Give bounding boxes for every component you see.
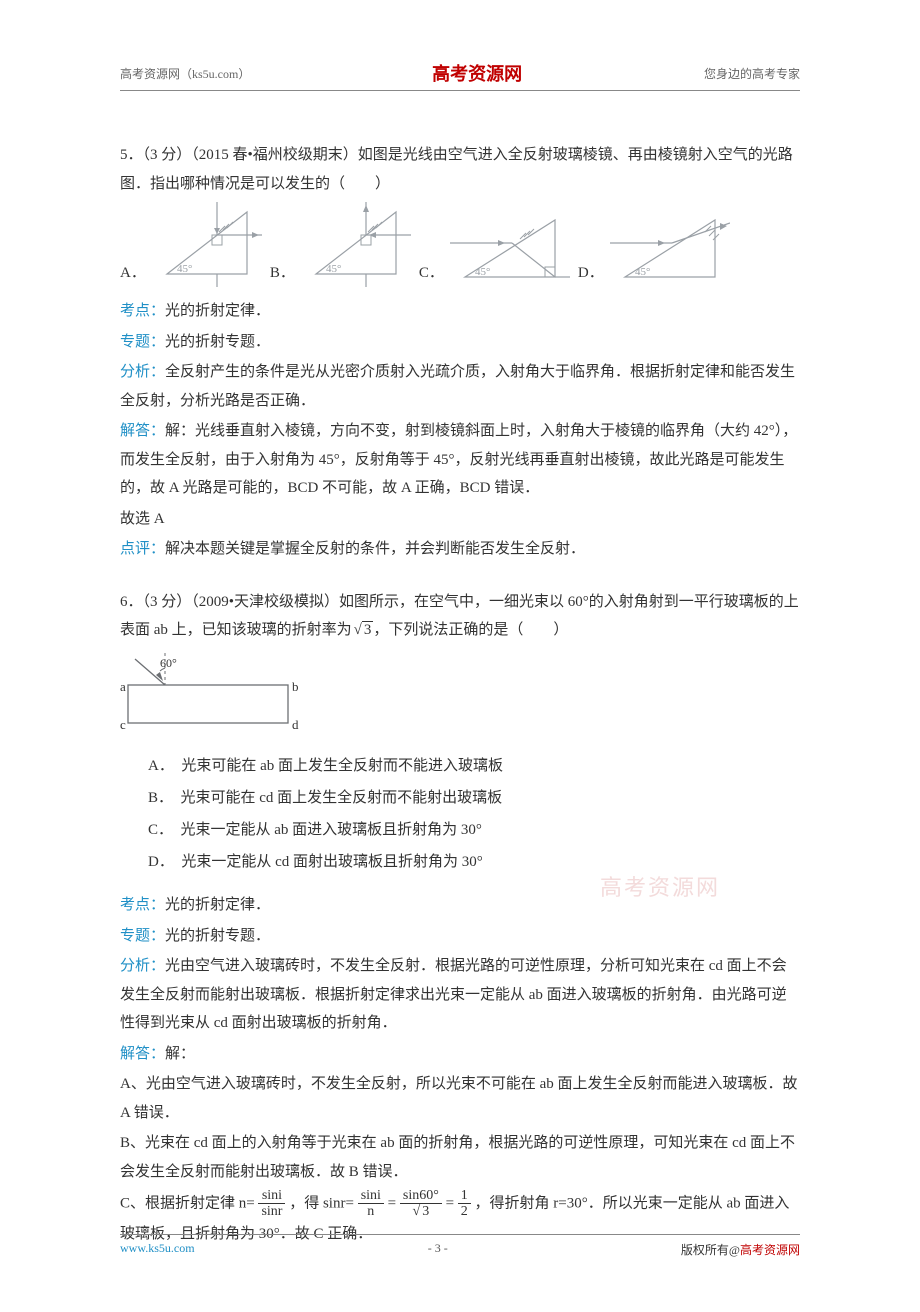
q6-C-m1: ，得 sinr= xyxy=(289,1195,354,1211)
svg-text:a: a xyxy=(120,679,126,694)
prism-diagram-D-icon: 45° xyxy=(610,215,730,287)
q5-fenxi: 分析：全反射产生的条件是光从光密介质射入光疏介质，入射角大于临界角．根据折射定律… xyxy=(120,358,800,415)
prism-diagram-A-icon: 45° xyxy=(152,202,262,287)
dianping-text: 解决本题关键是掌握全反射的条件，并会判断能否发生全反射． xyxy=(165,541,585,557)
frac-sini-n: sinin xyxy=(358,1188,384,1220)
glass-plate-diagram: 60° a b c d xyxy=(120,653,800,744)
header-right: 您身边的高考专家 xyxy=(704,65,800,82)
q6-zhuanti-label: 专题： xyxy=(120,928,165,944)
q5-label-D: D． xyxy=(578,259,604,288)
q6-heading: 6．（3 分）（2009•天津校级模拟）如图所示，在空气中，一细光束以 60°的… xyxy=(120,588,800,645)
kaodian-text: 光的折射定律． xyxy=(165,303,270,319)
q6-jieda-B: B、光束在 cd 面上的入射角等于光束在 ab 面的折射角，根据光路的可逆性原理… xyxy=(120,1129,800,1186)
prism-diagram-C-icon: 45° xyxy=(450,215,570,287)
q6-kaodian-label: 考点： xyxy=(120,897,165,913)
zhuanti-label: 专题： xyxy=(120,334,165,350)
svg-text:45°: 45° xyxy=(635,266,650,278)
q6-opt-A: A． 光束可能在 ab 面上发生全反射而不能进入玻璃板 xyxy=(148,751,800,781)
q5-kaodian: 考点：光的折射定律． xyxy=(120,297,800,326)
q5-option-D: D． 45° xyxy=(578,215,730,287)
q5-heading: 5．（3 分）（2015 春•福州校级期末）如图是光线由空气进入全反射玻璃棱镜、… xyxy=(120,141,800,198)
svg-text:d: d xyxy=(292,717,299,732)
frac-sin60-sqrt3: sin60°3 xyxy=(400,1188,442,1220)
svg-text:45°: 45° xyxy=(326,263,341,275)
q5-option-A: A． 45° xyxy=(120,202,262,287)
page-footer: www.ks5u.com - 3 - 版权所有@高考资源网 xyxy=(120,1234,800,1258)
q6-C-m2: = xyxy=(388,1195,396,1211)
frac-sini-sinr: sinisinr xyxy=(258,1188,285,1220)
q6-opt-C: C． 光束一定能从 ab 面进入玻璃板且折射角为 30° xyxy=(148,815,800,845)
glass-svg-icon: 60° a b c d xyxy=(120,653,300,733)
jieda-text1: 解：光线垂直射入棱镜，方向不变，射到棱镜斜面上时，入射角大于棱镜的临界角（大约 … xyxy=(120,423,797,496)
svg-text:45°: 45° xyxy=(475,266,490,278)
q6-heading-post: ，下列说法正确的是（ ） xyxy=(373,622,568,638)
q6-jieda-label: 解答： xyxy=(120,1046,165,1062)
footer-right-red: 高考资源网 xyxy=(740,1243,800,1257)
svg-text:c: c xyxy=(120,717,126,732)
q5-option-C: C． 45° xyxy=(419,215,570,287)
footer-right-pre: 版权所有@ xyxy=(681,1243,740,1257)
page-header: 高考资源网（ks5u.com） 高考资源网 您身边的高考专家 xyxy=(120,60,800,91)
kaodian-label: 考点： xyxy=(120,303,165,319)
header-center: 高考资源网 xyxy=(432,60,522,86)
fenxi-text: 全反射产生的条件是光从光密介质射入光疏介质，入射角大于临界角．根据折射定律和能否… xyxy=(120,364,795,409)
question-6: 6．（3 分）（2009•天津校级模拟）如图所示，在空气中，一细光束以 60°的… xyxy=(120,588,800,1249)
question-5: 5．（3 分）（2015 春•福州校级期末）如图是光线由空气进入全反射玻璃棱镜、… xyxy=(120,141,800,564)
q5-option-B: B． 45° xyxy=(270,202,411,287)
frac-1-2: 12 xyxy=(458,1188,471,1220)
q5-zhuanti: 专题：光的折射专题． xyxy=(120,328,800,357)
footer-left: www.ks5u.com xyxy=(120,1241,195,1258)
q5-label-C: C． xyxy=(419,259,444,288)
q5-dianping: 点评：解决本题关键是掌握全反射的条件，并会判断能否发生全反射． xyxy=(120,535,800,564)
q6-C-m3: = xyxy=(446,1195,454,1211)
q6-fenxi: 分析：光由空气进入玻璃砖时，不发生全反射．根据光路的可逆性原理，分析可知光束在 … xyxy=(120,952,800,1038)
q6-jieda-head: 解答：解： xyxy=(120,1040,800,1069)
q5-jieda2: 故选 A xyxy=(120,505,800,534)
q6-zhuanti-text: 光的折射专题． xyxy=(165,928,270,944)
dianping-label: 点评： xyxy=(120,541,165,557)
q6-jieda-h: 解： xyxy=(165,1046,195,1062)
q6-fenxi-label: 分析： xyxy=(120,958,165,974)
q6-fenxi-text: 光由空气进入玻璃砖时，不发生全反射．根据光路的可逆性原理，分析可知光束在 cd … xyxy=(120,958,787,1031)
q5-options-row: A． 45° B． xyxy=(120,202,800,287)
header-left: 高考资源网（ks5u.com） xyxy=(120,65,250,82)
sqrt3-icon: 3 xyxy=(352,616,374,645)
q5-jieda: 解答：解：光线垂直射入棱镜，方向不变，射到棱镜斜面上时，入射角大于棱镜的临界角（… xyxy=(120,417,800,503)
footer-page-number: - 3 - xyxy=(428,1241,448,1258)
fenxi-label: 分析： xyxy=(120,364,165,380)
svg-text:45°: 45° xyxy=(177,263,192,275)
q5-label-A: A． xyxy=(120,259,146,288)
watermark: 高考资源网 xyxy=(600,870,720,902)
q6-zhuanti: 专题：光的折射专题． xyxy=(120,922,800,951)
prism-diagram-B-icon: 45° xyxy=(301,202,411,287)
q6-opt-B: B． 光束可能在 cd 面上发生全反射而不能射出玻璃板 xyxy=(148,783,800,813)
footer-right: 版权所有@高考资源网 xyxy=(681,1241,800,1258)
q6-kaodian-text: 光的折射定律． xyxy=(165,897,270,913)
q6-C-pre: C、根据折射定律 n= xyxy=(120,1195,255,1211)
jieda-label: 解答： xyxy=(120,423,165,439)
svg-text:60°: 60° xyxy=(160,656,177,670)
q5-label-B: B． xyxy=(270,259,295,288)
q6-jieda-A: A、光由空气进入玻璃砖时，不发生全反射，所以光束不可能在 ab 面上发生全反射而… xyxy=(120,1070,800,1127)
svg-text:b: b xyxy=(292,679,299,694)
q6-options: A． 光束可能在 ab 面上发生全反射而不能进入玻璃板 B． 光束可能在 cd … xyxy=(148,751,800,877)
zhuanti-text: 光的折射专题． xyxy=(165,334,270,350)
